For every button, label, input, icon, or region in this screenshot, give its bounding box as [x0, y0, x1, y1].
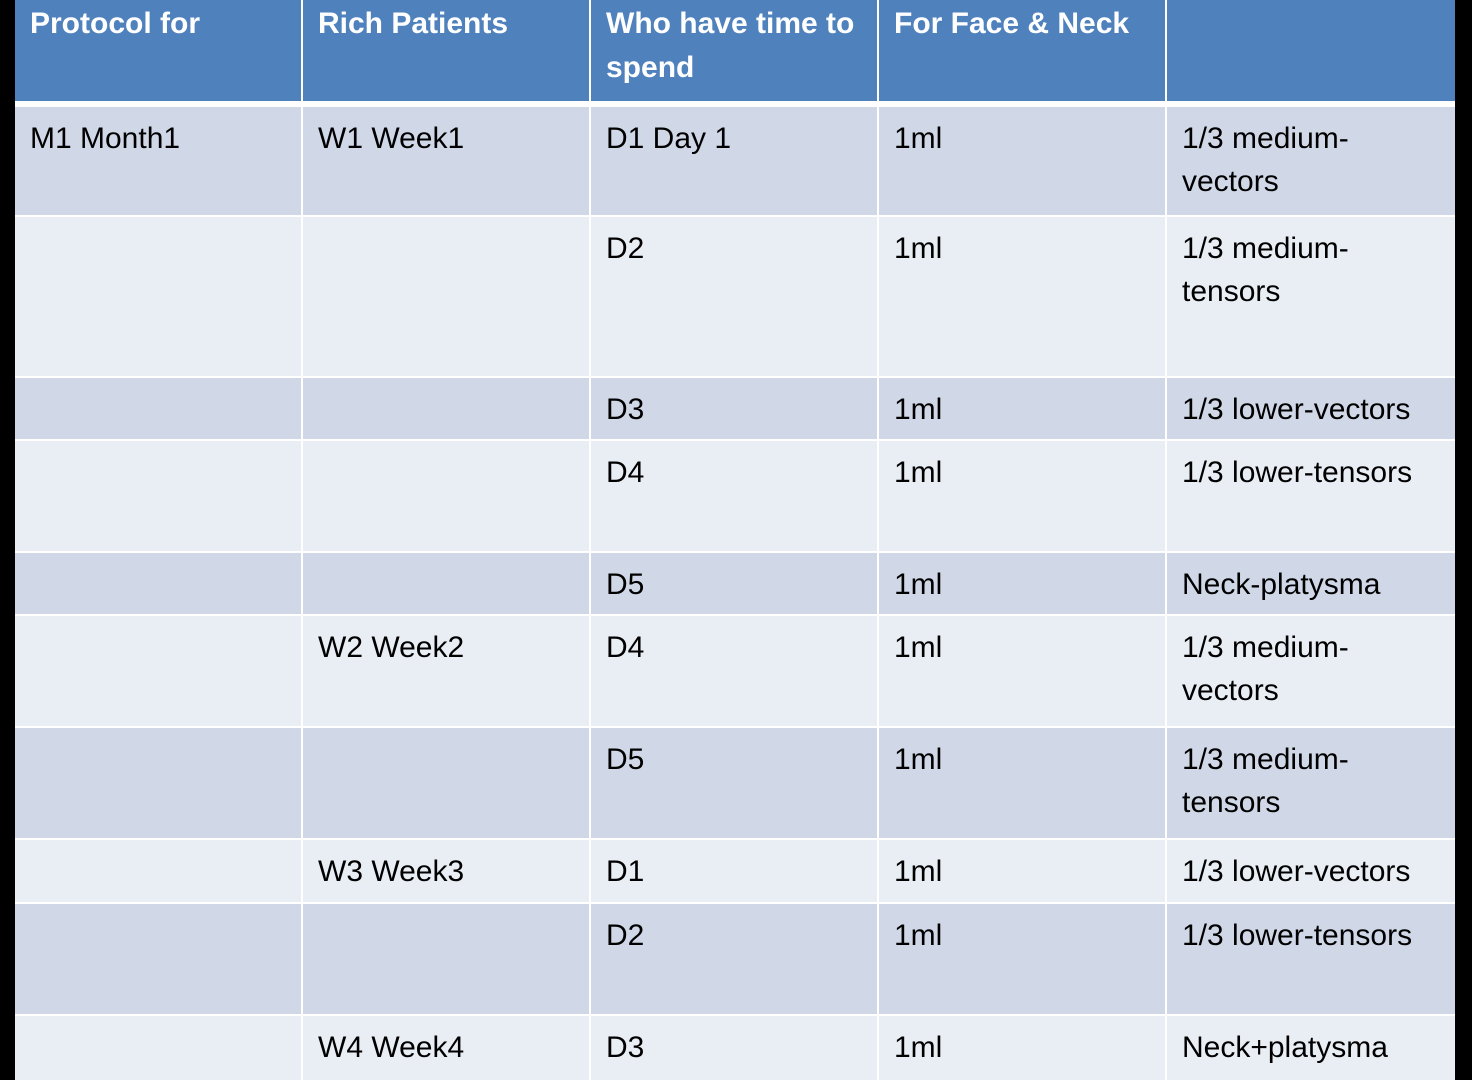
- table-row: W2 Week2 D4 1ml 1/3 medium-vectors: [15, 616, 1455, 726]
- table-cell: [15, 904, 301, 1014]
- table-cell: 1ml: [879, 553, 1165, 614]
- header-cell: Rich Patients: [303, 0, 589, 101]
- table-cell: 1ml: [879, 441, 1165, 551]
- table-cell: [303, 553, 589, 614]
- table-row: D5 1ml 1/3 medium-tensors: [15, 728, 1455, 838]
- table-cell: Neck-platysma: [1167, 553, 1455, 614]
- table-cell: 1/3 medium-tensors: [1167, 217, 1455, 376]
- table-cell: 1/3 medium-vectors: [1167, 107, 1455, 215]
- table-cell: [303, 378, 589, 439]
- table-row: D2 1ml 1/3 lower-tensors: [15, 904, 1455, 1014]
- table-cell: 1ml: [879, 217, 1165, 376]
- table-cell: D5: [591, 553, 877, 614]
- header-cell: For Face & Neck: [879, 0, 1165, 101]
- table-cell: [303, 217, 589, 376]
- table-cell: [15, 616, 301, 726]
- table-cell: [15, 1016, 301, 1080]
- table-cell: [15, 378, 301, 439]
- table-cell: D2: [591, 904, 877, 1014]
- table-cell: W3 Week3: [303, 840, 589, 902]
- table-cell: 1/3 lower-vectors: [1167, 840, 1455, 902]
- table-cell: D4: [591, 616, 877, 726]
- table-cell: 1ml: [879, 904, 1165, 1014]
- table-cell: D1 Day 1: [591, 107, 877, 215]
- table-cell: [303, 728, 589, 838]
- table-row: D4 1ml 1/3 lower-tensors: [15, 441, 1455, 551]
- table-cell: D1: [591, 840, 877, 902]
- table-cell: D3: [591, 1016, 877, 1080]
- table-row: W4 Week4 D3 1ml Neck+platysma: [15, 1016, 1455, 1080]
- table-cell: 1ml: [879, 107, 1165, 215]
- table-header-row: Protocol for Rich Patients Who have time…: [15, 0, 1455, 101]
- table-cell: W4 Week4: [303, 1016, 589, 1080]
- table-cell: W2 Week2: [303, 616, 589, 726]
- table-row: D3 1ml 1/3 lower-vectors: [15, 378, 1455, 439]
- table-cell: 1ml: [879, 616, 1165, 726]
- table-cell: 1ml: [879, 728, 1165, 838]
- table-cell: M1 Month1: [15, 107, 301, 215]
- table-row: W3 Week3 D1 1ml 1/3 lower-vectors: [15, 840, 1455, 902]
- table-row: M1 Month1 W1 Week1 D1 Day 1 1ml 1/3 medium-v…: [15, 107, 1455, 215]
- header-cell: Protocol for: [15, 0, 301, 101]
- table-cell: D4: [591, 441, 877, 551]
- table-row: D2 1ml 1/3 medium-tensors: [15, 217, 1455, 376]
- table-cell: [303, 441, 589, 551]
- table-cell: [15, 553, 301, 614]
- table-cell: D2: [591, 217, 877, 376]
- table-cell: [15, 441, 301, 551]
- table-cell: 1/3 lower-vectors: [1167, 378, 1455, 439]
- table-cell: 1ml: [879, 1016, 1165, 1080]
- table-cell: [15, 840, 301, 902]
- header-cell: [1167, 0, 1455, 101]
- table-cell: D5: [591, 728, 877, 838]
- table-cell: [303, 904, 589, 1014]
- table-cell: 1/3 medium-tensors: [1167, 728, 1455, 838]
- protocol-table: Protocol for Rich Patients Who have time…: [15, 0, 1455, 1080]
- table-cell: [15, 728, 301, 838]
- table-cell: 1/3 lower-tensors: [1167, 904, 1455, 1014]
- table-cell: W1 Week1: [303, 107, 589, 215]
- table-cell: 1ml: [879, 840, 1165, 902]
- header-cell: Who have time to spend: [591, 0, 877, 101]
- table-cell: [15, 217, 301, 376]
- table-cell: Neck+platysma: [1167, 1016, 1455, 1080]
- table-row: D5 1ml Neck-platysma: [15, 553, 1455, 614]
- table-cell: 1/3 lower-tensors: [1167, 441, 1455, 551]
- table-cell: 1ml: [879, 378, 1165, 439]
- table-cell: 1/3 medium-vectors: [1167, 616, 1455, 726]
- table-cell: D3: [591, 378, 877, 439]
